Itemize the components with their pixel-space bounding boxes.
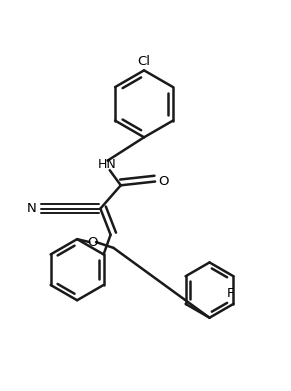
- Text: HN: HN: [97, 158, 116, 171]
- Text: N: N: [26, 202, 36, 215]
- Text: Cl: Cl: [138, 55, 150, 68]
- Text: F: F: [227, 287, 234, 300]
- Text: O: O: [159, 175, 169, 188]
- Text: O: O: [87, 235, 97, 249]
